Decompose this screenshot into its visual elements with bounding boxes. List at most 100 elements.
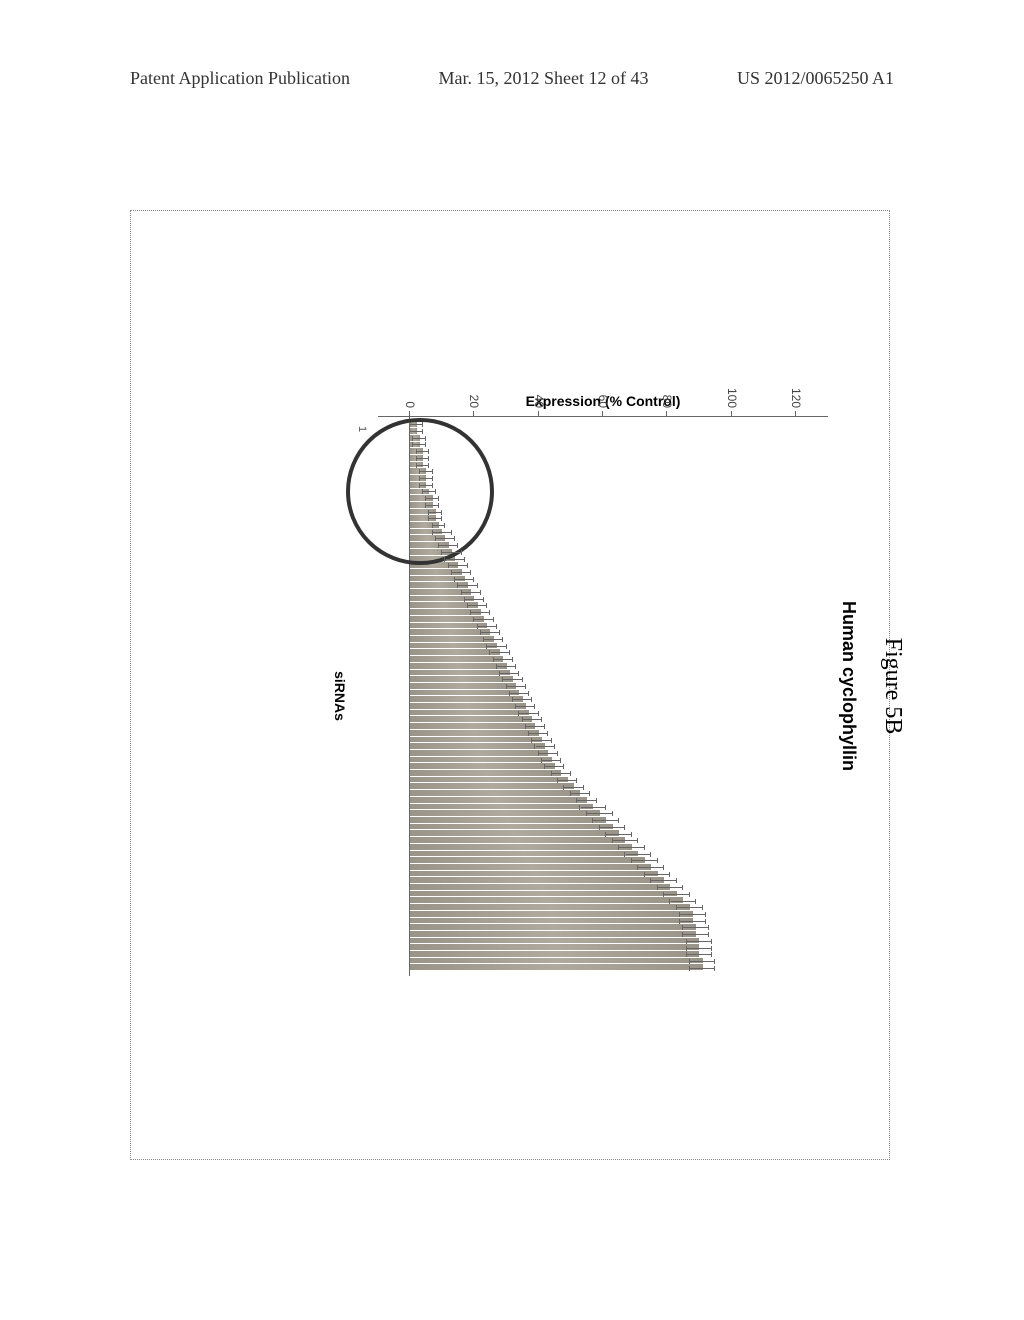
error-cap bbox=[531, 697, 532, 702]
error-bar bbox=[468, 605, 487, 606]
error-bar bbox=[532, 740, 551, 741]
error-cap bbox=[589, 791, 590, 796]
bar bbox=[410, 911, 693, 917]
error-cap bbox=[416, 449, 417, 454]
y-axis: 020406080100120 bbox=[378, 376, 828, 416]
error-cap bbox=[708, 932, 709, 937]
error-bar bbox=[478, 626, 497, 627]
error-cap bbox=[486, 644, 487, 649]
error-cap bbox=[705, 912, 706, 917]
error-cap bbox=[496, 664, 497, 669]
error-bar bbox=[497, 666, 516, 667]
error-bar bbox=[545, 766, 564, 767]
error-cap bbox=[592, 818, 593, 823]
error-cap bbox=[454, 577, 455, 582]
y-tick-label: 20 bbox=[467, 395, 481, 408]
error-bar bbox=[632, 860, 658, 861]
error-cap bbox=[682, 925, 683, 930]
x-first-tick: 1 bbox=[356, 426, 368, 432]
error-cap bbox=[708, 925, 709, 930]
bar bbox=[410, 844, 632, 850]
error-cap bbox=[612, 811, 613, 816]
bar bbox=[410, 790, 580, 796]
bar bbox=[410, 750, 548, 756]
error-bar bbox=[484, 639, 503, 640]
chart-title: Human cyclophyllin bbox=[838, 356, 859, 1016]
error-cap bbox=[637, 865, 638, 870]
error-cap bbox=[547, 731, 548, 736]
error-bar bbox=[683, 934, 709, 935]
error-bar bbox=[683, 927, 709, 928]
error-cap bbox=[483, 637, 484, 642]
error-cap bbox=[528, 691, 529, 696]
error-cap bbox=[557, 778, 558, 783]
error-bar bbox=[481, 632, 500, 633]
error-cap bbox=[518, 711, 519, 716]
error-cap bbox=[425, 442, 426, 447]
plot-area: Expression (% Control) 020406080100120 1 bbox=[378, 416, 828, 976]
error-cap bbox=[490, 650, 491, 655]
error-cap bbox=[451, 530, 452, 535]
y-tick-label: 120 bbox=[789, 388, 803, 408]
error-cap bbox=[480, 590, 481, 595]
bar bbox=[410, 837, 625, 843]
error-cap bbox=[428, 456, 429, 461]
error-bar bbox=[458, 585, 477, 586]
error-bar bbox=[516, 706, 535, 707]
error-cap bbox=[457, 583, 458, 588]
bar bbox=[410, 703, 526, 709]
error-cap bbox=[438, 543, 439, 548]
bar bbox=[410, 663, 506, 669]
error-cap bbox=[441, 516, 442, 521]
error-cap bbox=[689, 966, 690, 971]
error-cap bbox=[605, 805, 606, 810]
error-cap bbox=[480, 630, 481, 635]
error-bar bbox=[606, 834, 632, 835]
error-bar bbox=[571, 793, 590, 794]
header-right: US 2012/0065250 A1 bbox=[737, 68, 894, 89]
header-left: Patent Application Publication bbox=[130, 68, 350, 89]
bar bbox=[410, 757, 551, 763]
bar bbox=[410, 783, 574, 789]
error-cap bbox=[412, 436, 413, 441]
bar bbox=[410, 676, 513, 682]
bar bbox=[410, 763, 555, 769]
error-bar bbox=[577, 800, 596, 801]
bar bbox=[410, 770, 561, 776]
bar bbox=[410, 716, 532, 722]
error-cap bbox=[502, 637, 503, 642]
error-cap bbox=[432, 530, 433, 535]
error-bar bbox=[658, 887, 684, 888]
error-bar bbox=[613, 840, 639, 841]
error-cap bbox=[416, 463, 417, 468]
bar bbox=[410, 918, 693, 924]
error-bar bbox=[645, 874, 671, 875]
bar bbox=[410, 871, 658, 877]
error-cap bbox=[416, 456, 417, 461]
figure-label: Figure 5B bbox=[879, 356, 906, 1016]
error-bar bbox=[503, 679, 522, 680]
error-cap bbox=[538, 751, 539, 756]
error-cap bbox=[483, 597, 484, 602]
error-bar bbox=[439, 545, 458, 546]
bar bbox=[410, 857, 645, 863]
error-cap bbox=[425, 503, 426, 508]
error-cap bbox=[670, 899, 671, 904]
y-tick-label: 100 bbox=[725, 388, 739, 408]
error-cap bbox=[502, 677, 503, 682]
error-bar bbox=[687, 948, 713, 949]
error-bar bbox=[558, 780, 577, 781]
bar bbox=[410, 817, 606, 823]
error-bar bbox=[677, 907, 703, 908]
y-tick-label: 0 bbox=[403, 401, 417, 408]
error-cap bbox=[580, 805, 581, 810]
error-cap bbox=[631, 858, 632, 863]
bar bbox=[410, 804, 593, 810]
error-bar bbox=[690, 968, 716, 969]
error-cap bbox=[422, 422, 423, 427]
error-cap bbox=[679, 912, 680, 917]
bar bbox=[410, 690, 519, 696]
error-bar bbox=[626, 854, 652, 855]
error-cap bbox=[448, 563, 449, 568]
error-cap bbox=[522, 677, 523, 682]
